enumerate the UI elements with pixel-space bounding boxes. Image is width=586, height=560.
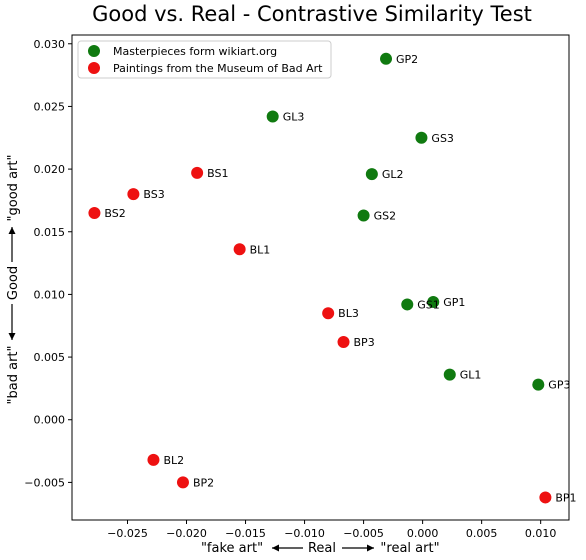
- plot-area: −0.025 −0.020 −0.015 −0.010 −0.005 0.000 0.005…: [24, 34, 577, 540]
- x-tick-label: −0.015: [225, 527, 266, 540]
- x-tick-label: −0.005: [343, 527, 384, 540]
- y-tick-label: 0.015: [34, 226, 66, 239]
- point-label-gl3: GL3: [283, 110, 305, 123]
- point-label-gp2: GP2: [396, 53, 418, 66]
- x-label-arrowhead-left: [272, 544, 279, 552]
- x-tick-label: −0.025: [107, 527, 148, 540]
- x-tick-label: 0.005: [466, 527, 498, 540]
- point-label-gl1: GL1: [460, 369, 482, 382]
- y-label-center: Good: [6, 266, 21, 300]
- point-label-bp3: BP3: [354, 336, 375, 349]
- x-tick-label: 0.000: [407, 527, 439, 540]
- point-bp2: [176, 476, 189, 489]
- point-bs3: [127, 188, 140, 201]
- chart-title: Good vs. Real - Contrastive Similarity T…: [92, 2, 532, 26]
- legend: Masterpieces form wikiart.org Paintings …: [77, 40, 332, 79]
- point-gl3: [266, 110, 279, 123]
- y-axis-ticks: −0.005 0.000 0.005 0.010 0.015 0.020 0.025 0.03…: [24, 38, 72, 489]
- legend-label-masterpieces: Masterpieces form wikiart.org: [113, 45, 277, 58]
- x-label-center: Real: [308, 541, 336, 556]
- x-label-left: "fake art": [201, 541, 263, 556]
- point-gp1: [427, 295, 440, 308]
- point-bp1: [539, 491, 552, 504]
- x-axis-ticks: −0.025 −0.020 −0.015 −0.010 −0.005 0.000 0.005…: [107, 520, 556, 540]
- point-gs2: [357, 209, 370, 222]
- y-tick-label: 0.020: [34, 163, 66, 176]
- point-label-bs3: BS3: [143, 188, 164, 201]
- y-tick-label: 0.030: [34, 38, 66, 51]
- x-label-arrowhead-right: [367, 544, 374, 552]
- point-label-bl2: BL2: [163, 454, 184, 467]
- point-label-bp2: BP2: [193, 476, 214, 489]
- legend-marker-masterpieces: [88, 45, 100, 57]
- point-label-bs1: BS1: [207, 167, 228, 180]
- point-gs3: [415, 131, 428, 144]
- point-bs2: [88, 206, 101, 219]
- point-label-gs3: GS3: [431, 132, 454, 145]
- point-bl2: [147, 453, 160, 466]
- legend-marker-bad-art: [88, 62, 100, 74]
- point-gp3: [532, 378, 545, 391]
- point-label-gs2: GS2: [374, 209, 397, 222]
- point-label-bl3: BL3: [338, 307, 359, 320]
- y-tick-label: −0.005: [24, 476, 65, 489]
- point-bl1: [233, 243, 246, 256]
- point-bp3: [337, 336, 350, 349]
- y-tick-label: 0.005: [34, 351, 66, 364]
- x-axis-label: "fake art" Real "real art": [201, 541, 440, 556]
- point-label-gs1: GS1: [417, 298, 440, 311]
- point-gp2: [380, 52, 393, 65]
- point-label-bl1: BL1: [250, 243, 271, 256]
- y-tick-label: 0.010: [34, 288, 66, 301]
- x-tick-label: −0.020: [166, 527, 207, 540]
- y-tick-label: 0.000: [34, 414, 66, 427]
- y-label-arrowhead-down: [8, 333, 16, 340]
- point-gl2: [365, 168, 378, 181]
- y-axis-label: "bad art" Good "good art": [6, 155, 21, 405]
- point-label-bp1: BP1: [555, 491, 576, 504]
- point-label-gp1: GP1: [443, 296, 465, 309]
- y-label-bottom: "bad art": [6, 346, 21, 405]
- x-tick-label: −0.010: [284, 527, 325, 540]
- y-label-top: "good art": [6, 155, 21, 222]
- point-label-bs2: BS2: [104, 207, 125, 220]
- legend-box: [77, 40, 332, 79]
- plot-frame: [71, 34, 570, 521]
- y-tick-label: 0.025: [34, 100, 66, 113]
- point-label-gp3: GP3: [548, 379, 570, 392]
- point-gl1: [443, 368, 456, 381]
- y-label-arrowhead-up: [8, 227, 16, 234]
- x-label-right: "real art": [380, 541, 439, 556]
- point-label-gl2: GL2: [382, 168, 404, 181]
- legend-label-bad-art: Paintings from the Museum of Bad Art: [113, 62, 323, 75]
- x-tick-label: 0.010: [525, 527, 557, 540]
- point-gs1: [401, 298, 414, 311]
- point-bs1: [191, 166, 204, 179]
- point-bl3: [322, 307, 335, 320]
